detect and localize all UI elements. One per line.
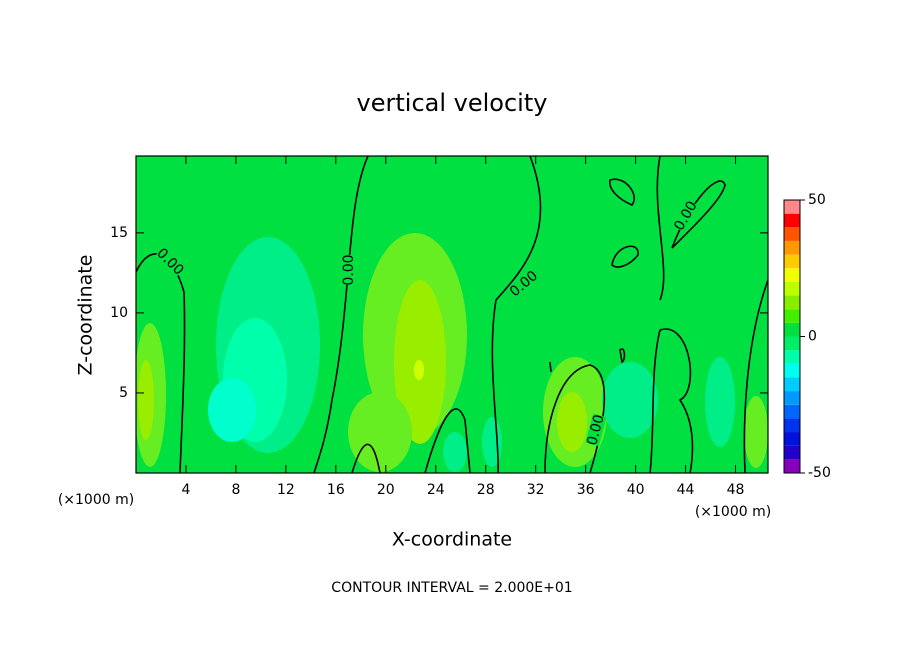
field-region <box>348 392 412 472</box>
colorbar-segment <box>784 336 800 351</box>
colorbar-segment <box>784 200 800 214</box>
field-region <box>744 396 768 468</box>
contour-line <box>313 156 369 473</box>
contour-line <box>649 328 694 473</box>
contour-label-bg <box>672 199 700 233</box>
field-region <box>705 357 735 447</box>
x-tick-label: 8 <box>231 482 240 498</box>
colorbar-segment <box>784 295 800 310</box>
colorbar-segment <box>784 363 800 378</box>
colorbar-segment <box>784 445 800 460</box>
x-unit-label: (×1000 m) <box>695 504 771 520</box>
colorbar-segment <box>784 350 800 364</box>
field-region <box>557 392 587 452</box>
y-tick-label: 5 <box>119 385 128 401</box>
chart-title: vertical velocity <box>357 89 548 117</box>
contour-line <box>549 348 626 373</box>
colorbar-segment <box>784 281 800 296</box>
contour-line <box>136 253 186 473</box>
plot-frame <box>135 155 769 474</box>
x-tick-label: 4 <box>181 482 190 498</box>
colorbar-segment <box>784 322 800 337</box>
field-region <box>482 417 502 467</box>
contour-line <box>743 279 768 473</box>
contour-line <box>351 443 381 473</box>
colorbar-segment <box>784 404 800 419</box>
colorbar-segment <box>784 459 800 473</box>
contour-label-bg <box>585 413 607 447</box>
colorbar-segment <box>784 240 800 255</box>
x-tick-label: 24 <box>427 482 445 498</box>
field-region <box>138 360 154 440</box>
colorbar-segment <box>784 418 800 433</box>
y-tick-label: 15 <box>110 225 128 241</box>
colorbar-tick-label: 50 <box>808 192 826 208</box>
contour-line <box>424 408 471 473</box>
colorbar-segment <box>784 254 800 269</box>
x-unit-label: (×1000 m) <box>58 492 134 508</box>
x-tick-label: 32 <box>527 482 545 498</box>
field-region <box>208 378 256 442</box>
colorbar-segment <box>784 391 800 405</box>
x-axis-label: X-coordinate <box>392 529 512 551</box>
x-tick-label: 36 <box>577 482 595 498</box>
x-tick-label: 20 <box>377 482 395 498</box>
colorbar-segment <box>784 432 800 446</box>
field-region <box>443 432 467 472</box>
field-region <box>414 360 424 380</box>
x-tick-label: 28 <box>477 482 495 498</box>
x-tick-label: 40 <box>627 482 645 498</box>
footnote: CONTOUR INTERVAL = 2.000E+01 <box>331 580 572 596</box>
contour-label: 0.00 <box>341 254 357 285</box>
contour-line <box>611 245 639 268</box>
contour-label: 0.00 <box>584 413 608 447</box>
contour-label-bg <box>508 268 540 300</box>
colorbar-segment <box>784 213 800 228</box>
x-tick-label: 12 <box>277 482 295 498</box>
colorbar-segment <box>784 377 800 392</box>
contour-line <box>491 156 542 473</box>
y-axis-label: Z-coordinate <box>75 255 97 376</box>
colorbar-segment <box>784 227 800 241</box>
x-tick-label: 44 <box>677 482 695 498</box>
field-region <box>602 362 658 438</box>
contour-label-bg <box>342 255 356 285</box>
contour-line <box>609 178 635 206</box>
colorbar-tick-label: -50 <box>808 465 831 481</box>
contour-line <box>656 156 665 301</box>
x-tick-label: 48 <box>727 482 745 498</box>
colorbar-segment <box>784 309 800 323</box>
colorbar-segment <box>784 268 800 282</box>
x-tick-label: 16 <box>327 482 345 498</box>
y-tick-label: 10 <box>110 305 128 321</box>
contour-label-bg <box>154 246 186 278</box>
colorbar-tick-label: 0 <box>808 329 817 345</box>
